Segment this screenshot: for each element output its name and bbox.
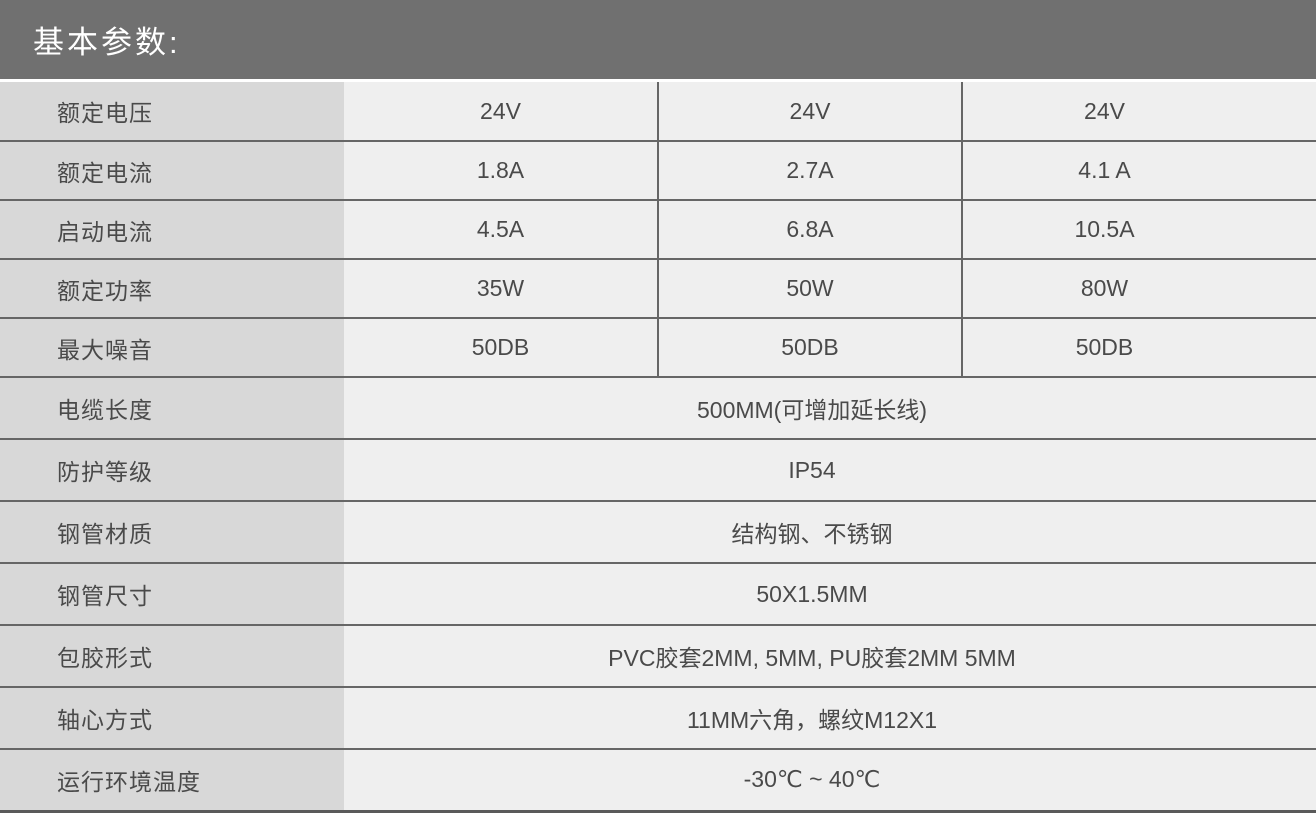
value-cell: 6.8A: [657, 200, 962, 260]
table-row-rubber-coating: 包胶形式 PVC胶套2MM, 5MM, PU胶套2MM 5MM: [0, 625, 1316, 688]
row-label: 包胶形式: [0, 625, 344, 688]
table-row-rated-voltage: 额定电压 24V 24V 24V: [0, 82, 1316, 142]
value-cell: 24V: [657, 82, 962, 142]
value-cell: 24V: [344, 82, 658, 142]
value-cell-merged: PVC胶套2MM, 5MM, PU胶套2MM 5MM: [344, 625, 1316, 688]
value-cell: 1.8A: [344, 141, 658, 201]
table-row-startup-current: 启动电流 4.5A 6.8A 10.5A: [0, 200, 1316, 260]
value-cell: 50W: [657, 259, 962, 319]
row-label: 防护等级: [0, 439, 344, 502]
section-title: 基本参数:: [33, 25, 181, 60]
row-label: 最大噪音: [0, 318, 344, 378]
table-row-pipe-material: 钢管材质 结构钢、不锈钢: [0, 501, 1316, 564]
value-cell-merged: -30℃ ~ 40℃: [344, 749, 1316, 813]
table-row-pipe-size: 钢管尺寸 50X1.5MM: [0, 563, 1316, 626]
value-cell-merged: IP54: [344, 439, 1316, 502]
table-row-protection-rating: 防护等级 IP54: [0, 439, 1316, 502]
table-row-cable-length: 电缆长度 500MM(可增加延长线): [0, 377, 1316, 440]
value-cell: 50DB: [961, 318, 1316, 378]
value-cell: 4.5A: [344, 200, 658, 260]
row-label: 额定电压: [0, 82, 344, 142]
table-row-operating-temperature: 运行环境温度 -30℃ ~ 40℃: [0, 749, 1316, 813]
row-label: 钢管材质: [0, 501, 344, 564]
table-row-rated-power: 额定功率 35W 50W 80W: [0, 259, 1316, 319]
row-label: 钢管尺寸: [0, 563, 344, 626]
table-row-shaft-type: 轴心方式 11MM六角，螺纹M12X1: [0, 687, 1316, 750]
value-cell: 50DB: [657, 318, 962, 378]
value-cell: 2.7A: [657, 141, 962, 201]
basic-parameters-table: 额定电压 24V 24V 24V 额定电流 1.8A 2.7A 4.1 A 启动…: [0, 82, 1316, 813]
section-header: 基本参数:: [0, 0, 1316, 79]
value-cell: 80W: [961, 259, 1316, 319]
value-cell-merged: 结构钢、不锈钢: [344, 501, 1316, 564]
value-cell: 35W: [344, 259, 658, 319]
value-cell: 10.5A: [961, 200, 1316, 260]
table-row-rated-current: 额定电流 1.8A 2.7A 4.1 A: [0, 141, 1316, 201]
row-label: 电缆长度: [0, 377, 344, 440]
row-label: 轴心方式: [0, 687, 344, 750]
value-cell-merged: 50X1.5MM: [344, 563, 1316, 626]
value-cell: 4.1 A: [961, 141, 1316, 201]
value-cell-merged: 11MM六角，螺纹M12X1: [344, 687, 1316, 750]
row-label: 启动电流: [0, 200, 344, 260]
row-label: 运行环境温度: [0, 749, 344, 813]
value-cell: 24V: [961, 82, 1316, 142]
table-row-max-noise: 最大噪音 50DB 50DB 50DB: [0, 318, 1316, 378]
value-cell: 50DB: [344, 318, 658, 378]
value-cell-merged: 500MM(可增加延长线): [344, 377, 1316, 440]
row-label: 额定功率: [0, 259, 344, 319]
row-label: 额定电流: [0, 141, 344, 201]
